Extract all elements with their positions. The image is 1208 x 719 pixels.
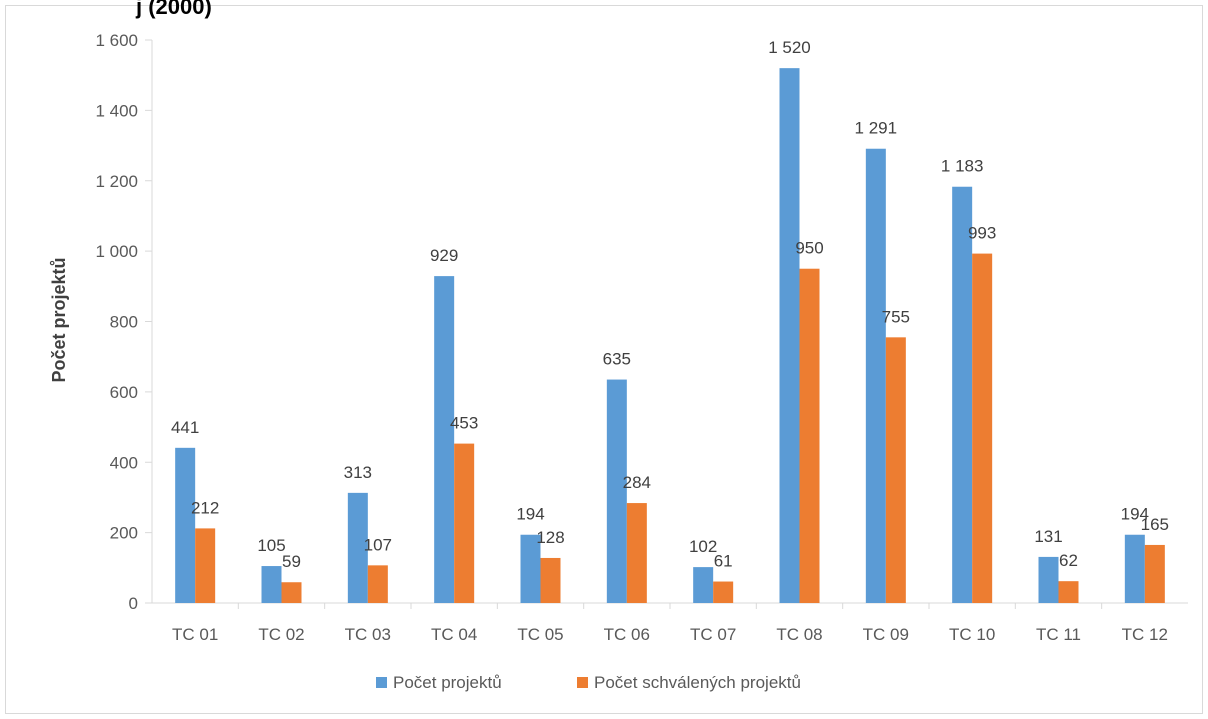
y-tick-label: 600 [110,383,138,402]
bar-series-1 [693,567,714,603]
x-tick-label: TC 11 [1036,625,1081,644]
legend: Počet projektů Počet schválených projektů [376,673,801,692]
bar-series-1 [347,492,368,603]
bar-series-1 [865,148,886,603]
data-label: 993 [968,224,996,243]
x-tick-label: TC 03 [345,625,391,644]
y-tick-label: 1 600 [95,31,138,50]
bar-series-2 [1144,544,1165,603]
bar-series-2 [885,337,906,603]
y-tick-label: 1 400 [95,101,138,120]
chart-title-fragment: j (2000) [136,0,212,19]
data-label: 105 [257,536,285,555]
data-label: 128 [536,528,564,547]
x-tick-label: TC 01 [172,625,218,644]
data-label: 59 [282,552,301,571]
data-label: 950 [795,239,823,258]
bar-series-2 [281,582,302,603]
x-tick-label: TC 06 [604,625,650,644]
legend-label: Počet schválených projektů [594,673,801,692]
y-tick-label: 800 [110,313,138,332]
y-axis-title: Počet projektů [49,257,69,382]
bar-series-2 [367,565,388,603]
y-tick-label: 1 200 [95,172,138,191]
data-label: 441 [171,418,199,437]
y-tick-label: 200 [110,524,138,543]
data-label: 212 [191,498,219,517]
bar-series-2 [626,503,647,603]
y-axis: 0 200 400 600 800 1 000 1 200 1 400 1 600 [95,31,153,613]
data-label: 755 [882,307,910,326]
data-label: 1 291 [855,119,898,138]
data-label: 284 [623,473,651,492]
data-label: 929 [430,246,458,265]
data-label: 61 [714,552,733,571]
y-tick-label: 400 [110,453,138,472]
legend-label: Počet projektů [393,673,502,692]
x-tick-label: TC 08 [776,625,822,644]
data-label: 1 183 [941,157,984,176]
x-tick-label: TC 09 [863,625,909,644]
bar-series-1 [520,534,541,603]
data-label: 165 [1141,515,1169,534]
bar-series-1 [606,379,627,603]
bar-series-2 [540,557,561,603]
bar-series-1 [779,68,800,603]
data-label: 107 [364,535,392,554]
data-label: 194 [1121,505,1149,524]
legend-swatch [577,677,588,688]
y-tick-label: 0 [129,594,138,613]
bar-series-2 [195,528,216,603]
x-tick-label: TC 10 [949,625,995,644]
data-label: 131 [1034,527,1062,546]
y-tick-label: 1 000 [95,242,138,261]
bar-series-1 [1124,534,1145,603]
data-label: 194 [516,505,544,524]
bars-group [175,68,1165,603]
bar-series-1 [434,276,455,603]
bar-series-2 [799,268,820,603]
bar-series-2 [713,581,734,603]
x-tick-label: TC 05 [517,625,563,644]
data-label: 635 [603,350,631,369]
data-label: 102 [689,537,717,556]
x-axis: TC 01 TC 02 TC 03 TC 04 TC 05 TC 06 TC 07 TC 08… [152,602,1188,644]
data-label: 1 520 [768,38,811,57]
bar-series-1 [1038,556,1059,603]
data-label: 62 [1059,551,1078,570]
data-label: 453 [450,414,478,433]
legend-swatch [376,677,387,688]
bar-series-1 [175,447,196,603]
x-tick-label: TC 04 [431,625,477,644]
x-tick-label: TC 07 [690,625,736,644]
data-label: 313 [344,463,372,482]
bar-series-2 [1058,581,1079,603]
x-tick-label: TC 02 [258,625,304,644]
x-tick-label: TC 12 [1122,625,1168,644]
bar-series-1 [261,566,282,603]
bar-series-1 [952,186,973,603]
bar-series-2 [454,443,475,603]
data-labels-group: 441 105 313 929 194 635 102 1 520 1 291 1 183 131 1… [171,38,1169,571]
bar-series-2 [972,253,993,603]
